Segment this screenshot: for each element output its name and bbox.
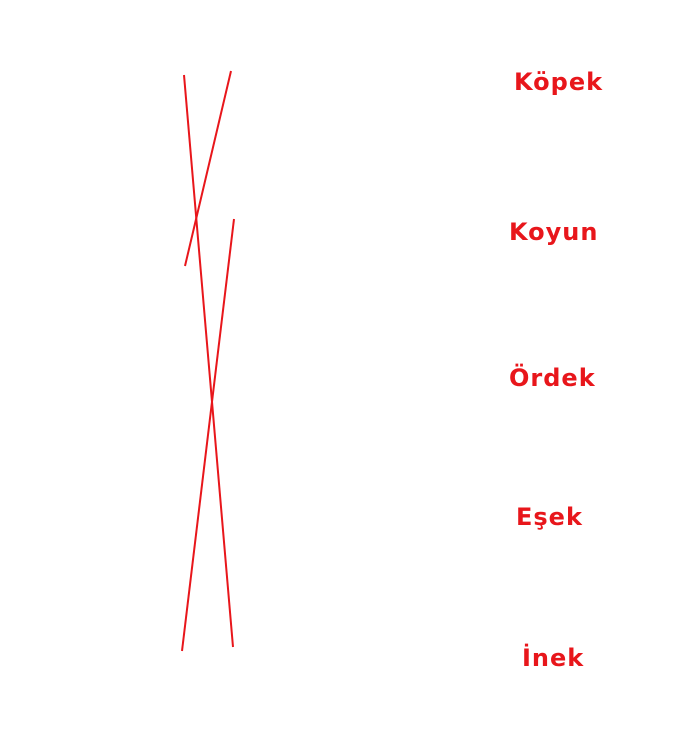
- drawn-line: [184, 70, 232, 267]
- word-label: İnek: [522, 644, 585, 672]
- word-label: Koyun: [509, 218, 599, 246]
- word-label: Eşek: [516, 503, 583, 531]
- drawn-line: [181, 218, 235, 652]
- word-label: Ördek: [509, 364, 596, 392]
- word-label: Köpek: [514, 68, 604, 96]
- drawn-line: [183, 74, 234, 648]
